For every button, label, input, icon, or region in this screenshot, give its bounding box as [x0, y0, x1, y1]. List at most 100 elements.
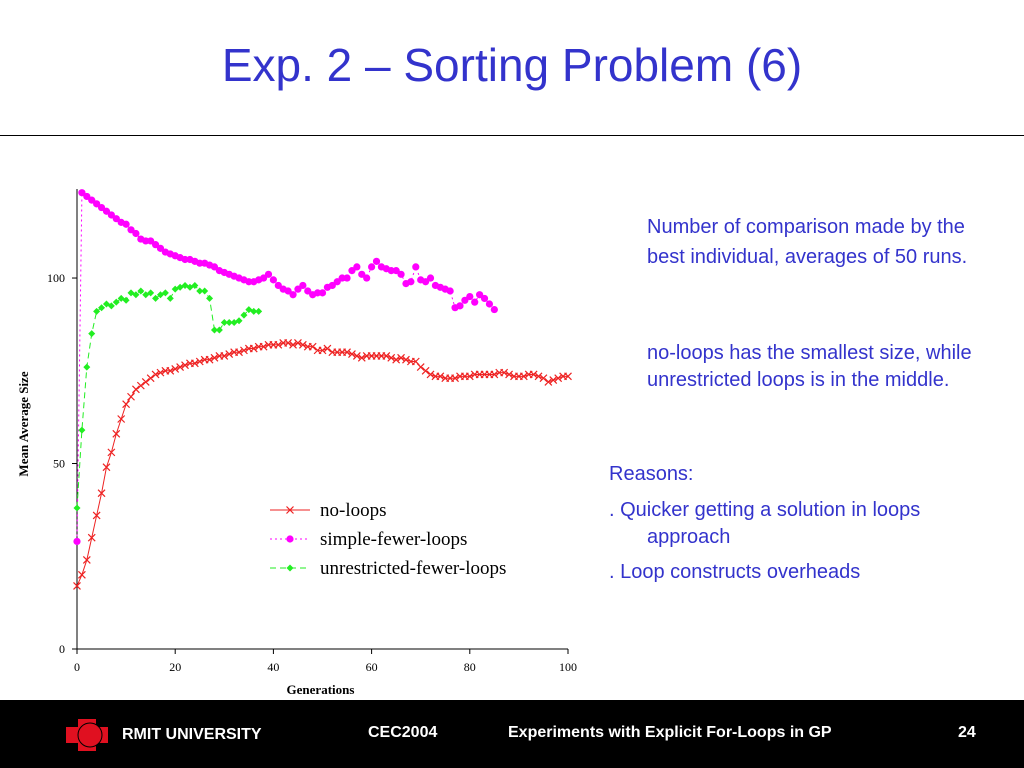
data-point [333, 278, 341, 286]
data-point [318, 346, 327, 355]
data-point [112, 429, 121, 438]
legend-label: simple-fewer-loops [320, 529, 467, 550]
data-point [196, 287, 204, 295]
data-point [152, 294, 160, 302]
legend-label: no-loops [320, 500, 387, 521]
data-point [240, 346, 248, 355]
data-point [137, 287, 145, 295]
data-point [151, 241, 160, 249]
data-point [352, 352, 361, 360]
data-point [564, 372, 572, 381]
data-point [112, 215, 120, 223]
data-point [117, 415, 126, 423]
data-point [529, 370, 538, 379]
data-point [93, 200, 101, 208]
data-point [78, 189, 86, 197]
data-point [421, 366, 430, 375]
data-point [73, 537, 81, 546]
data-point [97, 489, 106, 498]
data-point [92, 511, 101, 520]
data-point [235, 348, 243, 357]
y-tick-label: 50 [53, 457, 65, 471]
x-tick-label: 40 [267, 660, 279, 674]
data-point [171, 364, 180, 373]
data-point [107, 448, 116, 457]
data-point [328, 281, 336, 290]
data-point [436, 372, 445, 381]
data-point [294, 285, 302, 293]
data-point [358, 270, 366, 278]
data-point [190, 359, 199, 368]
data-point [131, 385, 140, 394]
data-point [471, 298, 479, 306]
data-point [73, 504, 81, 512]
data-point [534, 372, 543, 381]
data-point [93, 307, 101, 315]
data-point [397, 270, 405, 278]
data-point [181, 361, 189, 370]
data-point [343, 348, 351, 357]
data-point [284, 287, 292, 295]
reason: . Quicker getting a solution in loops ap… [609, 499, 921, 548]
data-point [146, 374, 155, 383]
data-point [195, 357, 204, 366]
data-point [505, 370, 514, 379]
data-point [353, 263, 361, 271]
data-point [348, 350, 356, 359]
data-point [402, 355, 410, 364]
data-point [249, 344, 258, 353]
data-point [476, 291, 484, 299]
x-tick-label: 60 [366, 660, 378, 674]
data-point [122, 296, 130, 304]
data-point [274, 340, 283, 349]
data-point [284, 339, 293, 347]
data-point [269, 276, 277, 284]
data-point [127, 392, 135, 401]
title-rule [0, 135, 1024, 136]
data-point [259, 274, 268, 282]
data-point [166, 366, 175, 375]
reason: . Loop constructs overheads [609, 561, 861, 583]
data-point [539, 374, 548, 383]
data-point [485, 300, 494, 308]
data-point [554, 374, 563, 383]
data-point [392, 355, 401, 364]
data-point [127, 226, 135, 234]
data-point [122, 400, 131, 409]
data-point [289, 340, 297, 349]
data-point [426, 274, 435, 282]
data-point [456, 302, 464, 310]
data-point [191, 281, 199, 289]
data-point [102, 463, 111, 472]
data-point [363, 274, 371, 282]
logo [66, 719, 108, 751]
data-point [73, 582, 81, 590]
data-point [490, 305, 498, 314]
data-point [88, 330, 96, 338]
data-point [416, 363, 425, 371]
data-point [465, 372, 474, 381]
data-point [132, 291, 140, 299]
data-point [151, 370, 160, 379]
x-axis-label: Generations [287, 682, 355, 697]
data-point [156, 244, 165, 252]
data-point [368, 263, 376, 271]
data-point [422, 278, 430, 286]
data-point [176, 363, 185, 371]
data-point [97, 203, 106, 212]
data-point [298, 340, 307, 349]
data-point [136, 381, 145, 390]
data-point [132, 229, 140, 238]
paragraph: Number of comparison made by the best in… [647, 216, 968, 268]
y-tick-label: 100 [47, 271, 65, 285]
data-point [156, 368, 165, 377]
data-point [225, 319, 233, 327]
data-point [141, 377, 150, 386]
data-point [77, 570, 86, 579]
data-point [201, 287, 209, 295]
data-point [210, 353, 219, 362]
page-number: 24 [958, 724, 976, 741]
data-point [220, 352, 229, 360]
data-point [206, 294, 214, 302]
